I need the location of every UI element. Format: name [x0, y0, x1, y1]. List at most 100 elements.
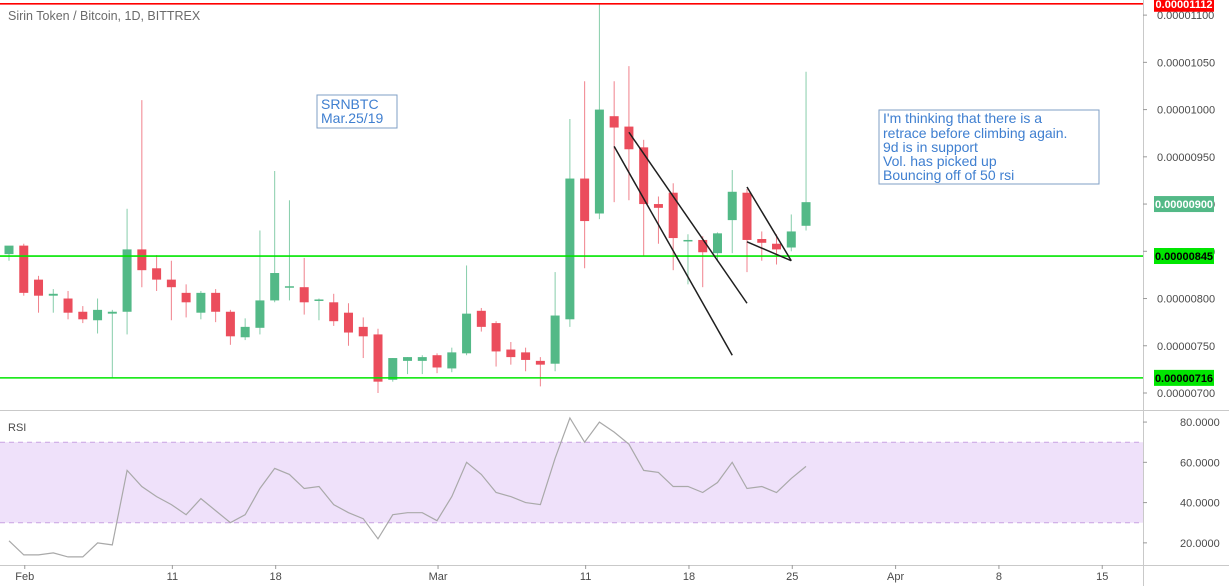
- time-tick-label: 11: [167, 571, 178, 583]
- candle-down: [491, 323, 501, 352]
- candle-up: [240, 326, 250, 338]
- rsi-tick-label: 20.0000: [1180, 538, 1220, 550]
- price-pane[interactable]: [0, 2, 1143, 393]
- price-tick-label: 0.00001050: [1157, 57, 1215, 69]
- candle-down: [506, 349, 516, 358]
- candle-down: [343, 312, 353, 333]
- candle-down: [137, 249, 147, 271]
- note2-line3: 9d is in support: [883, 139, 978, 155]
- trend-line: [746, 241, 792, 262]
- candle-down: [624, 126, 634, 150]
- candle-down: [609, 116, 619, 128]
- level-price-label: 0.00000845: [1155, 251, 1213, 263]
- note2-line4: Vol. has picked up: [883, 153, 997, 169]
- candle-down: [166, 279, 176, 288]
- candle-down: [757, 239, 767, 243]
- level-price-label: 0.00001112: [1156, 0, 1213, 11]
- candle-up: [462, 313, 472, 354]
- level-price-tag: [1154, 248, 1214, 265]
- price-tick-label: 0.00000750: [1157, 341, 1215, 353]
- candle-down: [653, 204, 663, 208]
- time-tick-label: 25: [786, 571, 798, 583]
- candle-up: [255, 300, 265, 328]
- candle-down: [698, 239, 708, 253]
- candle-up: [594, 109, 604, 214]
- rsi-tick-label: 40.0000: [1180, 498, 1220, 510]
- note2-line1: I'm thinking that there is a: [883, 110, 1042, 126]
- time-tick-label: 18: [270, 571, 282, 583]
- candle-down: [329, 302, 339, 322]
- time-tick-label: 18: [683, 571, 695, 583]
- annotations: SRNBTC Mar.25/19 I'm thinking that there…: [316, 94, 1100, 185]
- note1-line2: Mar.25/19: [321, 110, 383, 126]
- trend-line: [628, 131, 748, 304]
- candle-up: [786, 231, 796, 248]
- candle-down: [34, 279, 44, 296]
- trend-line: [613, 146, 733, 356]
- note1-box: [316, 94, 398, 129]
- time-tick-label: 15: [1096, 571, 1108, 583]
- candle-down: [181, 292, 191, 303]
- candle-up: [93, 309, 103, 321]
- rsi-tick-label: 60.0000: [1180, 457, 1220, 469]
- rsi-line: [8, 416, 807, 558]
- candle-up: [801, 202, 811, 226]
- last-price-tag: [1154, 196, 1214, 213]
- candle-up: [388, 358, 398, 380]
- candle-down: [535, 360, 545, 365]
- candle-down: [580, 178, 590, 222]
- rsi-pane[interactable]: [0, 416, 1143, 558]
- candle-down: [152, 268, 162, 280]
- time-tick-label: Apr: [887, 571, 904, 583]
- price-tick-label: 0.00000700: [1157, 388, 1215, 400]
- time-tick-label: 8: [996, 571, 1002, 583]
- candle-down: [476, 310, 486, 327]
- candle-down: [19, 245, 29, 293]
- price-tick-label: 0.00000800: [1157, 294, 1215, 306]
- last-price-label: 0.00000900: [1155, 199, 1213, 211]
- time-tick-label: 11: [580, 571, 591, 583]
- time-tick-label: Mar: [429, 571, 448, 583]
- note1-line1: SRNBTC: [321, 96, 379, 112]
- candle-up: [107, 311, 117, 314]
- candle-down: [225, 311, 235, 337]
- level-price-tag: [1154, 0, 1214, 12]
- level-price-label: 0.00000716: [1155, 373, 1213, 385]
- candle-up: [122, 249, 132, 312]
- candle-up: [270, 273, 280, 301]
- candle-up: [550, 315, 560, 364]
- price-tick-label: 0.00000950: [1157, 152, 1215, 164]
- price-tick-label: 0.00001100: [1157, 10, 1214, 22]
- candle-down: [772, 243, 782, 250]
- candle-down: [432, 355, 442, 368]
- candle-up: [727, 191, 737, 221]
- price-tick-label: 0.00001000: [1157, 105, 1215, 117]
- rsi-band: [0, 442, 1143, 523]
- candle-down: [373, 334, 383, 382]
- candle-up: [4, 245, 14, 255]
- note2-line5: Bouncing off of 50 rsi: [883, 167, 1014, 183]
- candle-up: [196, 292, 206, 313]
- candle-down: [211, 292, 221, 312]
- candle-up: [284, 286, 294, 288]
- note2-box: [878, 109, 1100, 185]
- candle-up: [683, 239, 693, 242]
- rsi-label: RSI: [8, 422, 26, 434]
- rsi-tick-label: 80.0000: [1180, 417, 1220, 429]
- candle-up: [403, 357, 413, 361]
- candle-down: [358, 326, 368, 337]
- candle-down: [668, 192, 678, 239]
- trend-line: [746, 186, 792, 262]
- candle-down: [299, 287, 309, 303]
- candle-up: [712, 233, 722, 254]
- candle-up: [447, 352, 457, 369]
- candle-down: [63, 298, 73, 313]
- chart-title: Sirin Token / Bitcoin, 1D, BITTREX: [8, 9, 201, 23]
- level-price-tag: [1154, 369, 1214, 386]
- candle-up: [48, 293, 58, 296]
- candle-down: [639, 147, 649, 205]
- candle-up: [314, 299, 324, 301]
- candle-up: [417, 357, 427, 361]
